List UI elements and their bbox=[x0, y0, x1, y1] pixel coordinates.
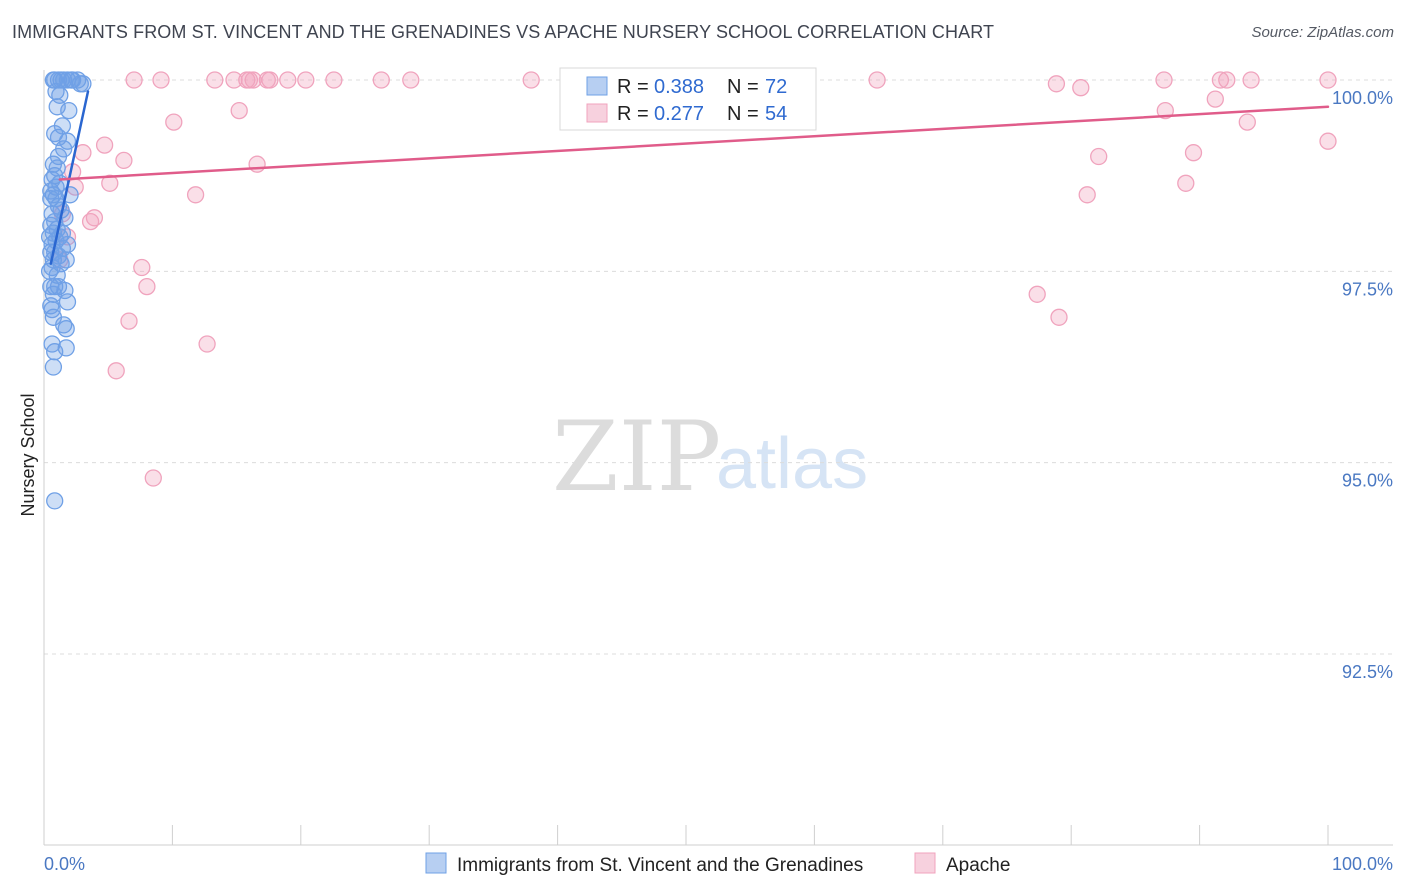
chart-source: Source: ZipAtlas.com bbox=[1251, 24, 1394, 41]
data-point-1-47 bbox=[1028, 285, 1046, 303]
data-point-1-13 bbox=[402, 71, 420, 89]
data-point-1-15 bbox=[868, 71, 886, 89]
grid-lines bbox=[44, 79, 1393, 655]
data-point-1-28 bbox=[95, 136, 114, 154]
y-tick-label-3: 92.5% bbox=[1342, 662, 1393, 682]
data-point-1-21 bbox=[1047, 75, 1066, 93]
stats-n-label-1: N = bbox=[727, 103, 759, 125]
data-point-1-33 bbox=[1090, 147, 1108, 166]
data-point-1-16 bbox=[1155, 71, 1173, 89]
watermark-atlas: atlas bbox=[716, 424, 868, 504]
data-point-1-34 bbox=[1184, 144, 1203, 162]
data-point-1-50 bbox=[198, 335, 216, 353]
data-point-1-9 bbox=[279, 71, 297, 89]
data-point-1-18 bbox=[1218, 71, 1236, 89]
data-point-1-31 bbox=[115, 151, 133, 170]
x-tick-label-1: 100.0% bbox=[1332, 854, 1393, 874]
stats-n-value-1: 54 bbox=[765, 103, 787, 125]
data-point-1-17 bbox=[1211, 71, 1230, 89]
data-point-0-66 bbox=[49, 147, 68, 166]
watermark: ZIP atlas bbox=[552, 401, 868, 513]
data-point-1-19 bbox=[1242, 71, 1260, 89]
data-point-1-29 bbox=[1319, 132, 1337, 150]
stats-swatch-0 bbox=[586, 76, 608, 96]
data-point-1-6 bbox=[244, 71, 262, 89]
legend-swatch-0 bbox=[425, 852, 447, 874]
series-legend: Immigrants from St. Vincent and the Gren… bbox=[425, 852, 1010, 876]
y-tick-label-0: 100.0% bbox=[1332, 88, 1393, 108]
x-tick-label-0: 0.0% bbox=[44, 854, 85, 874]
stats-n-value-0: 72 bbox=[765, 76, 787, 98]
data-point-1-30 bbox=[74, 144, 92, 162]
data-point-0-62 bbox=[46, 343, 64, 361]
data-point-1-12 bbox=[372, 71, 390, 89]
x-tick-labels: 0.0% 100.0% bbox=[44, 854, 1393, 874]
legend-label-0: Immigrants from St. Vincent and the Gren… bbox=[457, 855, 863, 876]
y-tick-label-2: 95.0% bbox=[1342, 471, 1393, 491]
stats-r-label-0: R = bbox=[617, 76, 649, 98]
legend-label-1: Apache bbox=[946, 855, 1010, 876]
data-point-1-0 bbox=[125, 71, 143, 89]
data-point-0-59 bbox=[57, 320, 75, 338]
data-point-1-10 bbox=[297, 71, 315, 89]
trend-line-0 bbox=[49, 90, 90, 265]
data-point-1-5 bbox=[240, 71, 259, 89]
data-point-1-22 bbox=[1072, 79, 1090, 97]
data-point-1-40 bbox=[1078, 186, 1096, 204]
data-point-1-51 bbox=[107, 362, 125, 380]
stats-n-label-0: N = bbox=[727, 76, 759, 98]
trend-lines bbox=[49, 90, 1330, 265]
data-point-1-38 bbox=[1177, 174, 1195, 192]
data-point-1-25 bbox=[1156, 101, 1174, 120]
data-point-0-65 bbox=[62, 71, 80, 89]
data-point-1-46 bbox=[138, 277, 156, 296]
data-point-1-32 bbox=[248, 155, 266, 173]
data-point-0-63 bbox=[44, 358, 63, 376]
stats-swatch-1 bbox=[586, 103, 608, 123]
data-point-1-49 bbox=[1050, 308, 1068, 326]
trend-line-1 bbox=[58, 105, 1330, 181]
data-point-1-36 bbox=[101, 174, 119, 192]
chart-title: IMMIGRANTS FROM ST. VINCENT AND THE GREN… bbox=[12, 22, 995, 42]
axes bbox=[43, 70, 1393, 846]
data-point-1-48 bbox=[120, 312, 138, 330]
stats-r-label-1: R = bbox=[617, 103, 649, 125]
stats-r-value-1: 0.277 bbox=[654, 103, 704, 125]
data-point-1-26 bbox=[165, 113, 183, 131]
data-point-1-43 bbox=[85, 209, 104, 227]
data-point-1-1 bbox=[152, 71, 170, 89]
data-point-1-11 bbox=[325, 71, 343, 89]
watermark-zip: ZIP bbox=[552, 401, 721, 513]
data-point-0-69 bbox=[47, 189, 65, 208]
data-point-1-14 bbox=[522, 71, 540, 89]
data-point-1-45 bbox=[133, 258, 151, 277]
y-tick-label-1: 97.5% bbox=[1342, 279, 1393, 299]
y-tick-labels: 100.0% 97.5% 95.0% 92.5% bbox=[1332, 88, 1393, 682]
data-point-1-27 bbox=[1238, 113, 1256, 131]
series-points-0 bbox=[40, 71, 92, 510]
data-point-0-55 bbox=[58, 293, 77, 311]
data-point-0-71 bbox=[44, 308, 63, 326]
data-point-1-20 bbox=[1319, 71, 1337, 89]
data-point-0-64 bbox=[46, 492, 64, 510]
data-point-1-39 bbox=[186, 186, 205, 204]
data-point-1-23 bbox=[1206, 90, 1224, 108]
stats-legend: R = 0.388 N = 72 R = 0.277 N = 54 bbox=[559, 67, 817, 131]
y-axis-label: Nursery School bbox=[18, 393, 38, 516]
data-point-1-24 bbox=[230, 101, 248, 120]
data-point-1-8 bbox=[261, 71, 279, 89]
data-point-1-2 bbox=[206, 71, 224, 89]
data-point-1-52 bbox=[144, 469, 162, 487]
legend-swatch-1 bbox=[914, 852, 936, 874]
stats-r-value-0: 0.388 bbox=[654, 76, 704, 98]
data-point-0-13 bbox=[60, 101, 78, 120]
